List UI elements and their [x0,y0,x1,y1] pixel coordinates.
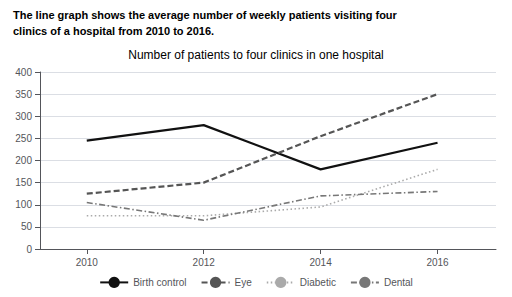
svg-text:Eye: Eye [235,277,253,288]
svg-text:2014: 2014 [309,257,332,268]
svg-text:350: 350 [15,89,32,100]
svg-text:Diabetic: Diabetic [300,277,336,288]
svg-text:2016: 2016 [426,257,449,268]
svg-text:400: 400 [15,67,32,78]
svg-text:300: 300 [15,111,32,122]
svg-text:2010: 2010 [76,257,99,268]
svg-text:200: 200 [15,155,32,166]
svg-text:Dental: Dental [384,277,413,288]
svg-text:250: 250 [15,133,32,144]
svg-text:The line graph shows the avera: The line graph shows the average number … [13,9,398,21]
svg-text:clinics of a hospital from 201: clinics of a hospital from 2010 to 2016. [13,25,214,37]
svg-text:Birth control: Birth control [133,277,186,288]
svg-text:2012: 2012 [193,257,216,268]
svg-text:100: 100 [15,199,32,210]
svg-text:Number of patients to four cli: Number of patients to four clinics in on… [128,48,383,62]
svg-text:150: 150 [15,177,32,188]
svg-text:0: 0 [26,244,32,255]
svg-text:50: 50 [21,221,33,232]
